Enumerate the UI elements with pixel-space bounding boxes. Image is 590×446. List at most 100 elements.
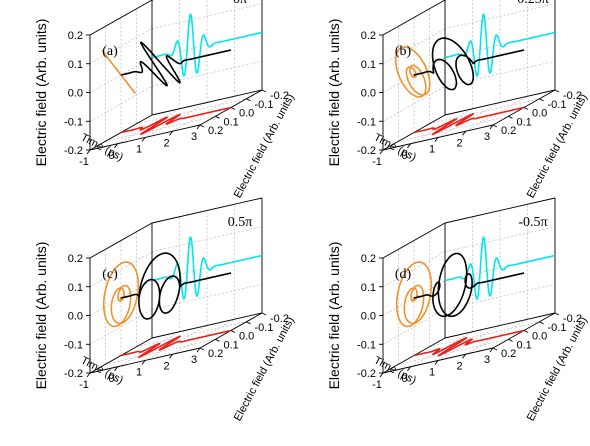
- time-tick: [141, 137, 146, 142]
- y-tick-label: -0.2: [64, 145, 83, 157]
- series-line-time-y: [151, 236, 263, 300]
- phase-label: 0.25π: [517, 0, 549, 7]
- field-tick: [539, 321, 544, 325]
- time-tick: [379, 149, 384, 155]
- series-line-x-y: [395, 261, 433, 328]
- field-tick-label: 0.0: [532, 108, 547, 120]
- box-edge: [444, 312, 556, 339]
- grid-line: [151, 3, 263, 29]
- y-axis-label: Electric field (Arb. units): [33, 19, 49, 167]
- time-tick: [141, 360, 146, 365]
- series-line-3d-trajectory: [120, 41, 232, 87]
- box-edge: [444, 197, 556, 224]
- grid-line: [151, 226, 263, 252]
- series-line-time-x: [120, 329, 232, 359]
- y-tick-label: -0.1: [64, 116, 83, 128]
- grid-line: [105, 339, 216, 365]
- grid-line: [89, 251, 153, 287]
- panel-label: (b): [395, 44, 412, 59]
- panel-label: (a): [102, 44, 118, 59]
- field-tick: [492, 124, 498, 128]
- y-tick-label: -0.2: [357, 145, 376, 157]
- field-tick-label: 0.0: [239, 331, 254, 343]
- grid-line: [151, 61, 263, 87]
- field-tick: [215, 115, 220, 119]
- time-tick-label: 2: [456, 137, 462, 149]
- series-line-time-x: [120, 106, 232, 136]
- time-tick-label: 1: [136, 144, 142, 156]
- time-tick-label: 2: [163, 360, 169, 372]
- field-tick-label: 0.1: [517, 339, 532, 351]
- y-tick-label: -0.2: [64, 368, 83, 380]
- time-tick-label: 2: [163, 137, 169, 149]
- time-tick-label: 3: [484, 354, 490, 366]
- time-tick-label: 2: [456, 360, 462, 372]
- time-tick-label: 1: [136, 367, 142, 379]
- time-tick: [86, 372, 91, 378]
- time-tick-label: 0: [108, 373, 114, 385]
- series: [101, 13, 263, 136]
- y-tick-label: 0.1: [361, 59, 376, 71]
- field-tick-label: -0.2: [270, 313, 289, 325]
- field-tick: [199, 124, 205, 128]
- time-tick: [86, 149, 91, 155]
- field-tick-label: 0.2: [501, 348, 516, 360]
- field-tick-label: 0.1: [517, 116, 532, 128]
- box-edge: [89, 222, 153, 259]
- time-tick: [462, 354, 466, 359]
- phase-label: -0.5π: [518, 215, 547, 230]
- y-tick-label: -0.2: [357, 368, 376, 380]
- grid-line: [382, 251, 446, 287]
- y-tick-label: 0.2: [68, 30, 83, 42]
- field-tick-label: 0.2: [501, 125, 516, 137]
- time-tick: [114, 143, 118, 149]
- time-tick: [489, 347, 494, 353]
- series-line-x-y: [102, 261, 140, 328]
- time-tick-label: 3: [484, 131, 490, 143]
- time-tick-label: 1: [429, 144, 435, 156]
- box-edge: [382, 222, 446, 259]
- y-axis: 0.2 0.1 0.0 -0.1 -0.2 Electric field (Arb. un…: [33, 242, 90, 389]
- time-tick-label: 0: [401, 373, 407, 385]
- field-tick: [261, 89, 267, 93]
- field-tick-label: -0.1: [255, 322, 274, 334]
- time-tick: [489, 124, 494, 130]
- field-tick-label: -0.1: [548, 322, 567, 334]
- field-tick: [230, 330, 236, 333]
- phase-label: 0.5π: [228, 215, 253, 230]
- time-tick-label: 3: [191, 354, 197, 366]
- time-tick-label: -1: [79, 156, 89, 168]
- field-tick: [230, 107, 236, 110]
- field-tick: [508, 338, 513, 342]
- y-tick-label: 0.1: [68, 59, 83, 71]
- time-tick-label: -1: [79, 379, 89, 391]
- grid-line: [398, 339, 509, 365]
- time-tick: [169, 131, 173, 136]
- y-axis: 0.2 0.1 0.0 -0.1 -0.2 Electric field (Arb. un…: [326, 19, 383, 166]
- field-tick: [246, 98, 251, 102]
- time-tick: [379, 372, 384, 378]
- y-axis: 0.2 0.1 0.0 -0.1 -0.2 Electric field (Arb. un…: [33, 19, 90, 167]
- grid-line: [151, 284, 263, 310]
- series-line-time-x: [413, 106, 525, 136]
- time-tick: [407, 366, 411, 372]
- field-tick-label: 0.2: [208, 125, 223, 137]
- time-tick: [434, 360, 439, 365]
- series: [394, 13, 556, 136]
- grid-line: [429, 321, 540, 348]
- field-tick-label: -0.1: [548, 99, 567, 111]
- time-tick-label: 3: [191, 131, 197, 143]
- time-tick: [434, 137, 439, 142]
- y-tick-label: 0.2: [68, 253, 83, 265]
- grid-line: [105, 116, 216, 142]
- grid-line: [444, 284, 556, 310]
- y-tick-label: -0.1: [64, 339, 83, 351]
- box-edge: [151, 89, 263, 116]
- time-tick-label: -1: [372, 156, 382, 168]
- y-axis: 0.2 0.1 0.0 -0.1 -0.2 Electric field (Arb. un…: [326, 242, 383, 389]
- grid-line: [382, 28, 446, 64]
